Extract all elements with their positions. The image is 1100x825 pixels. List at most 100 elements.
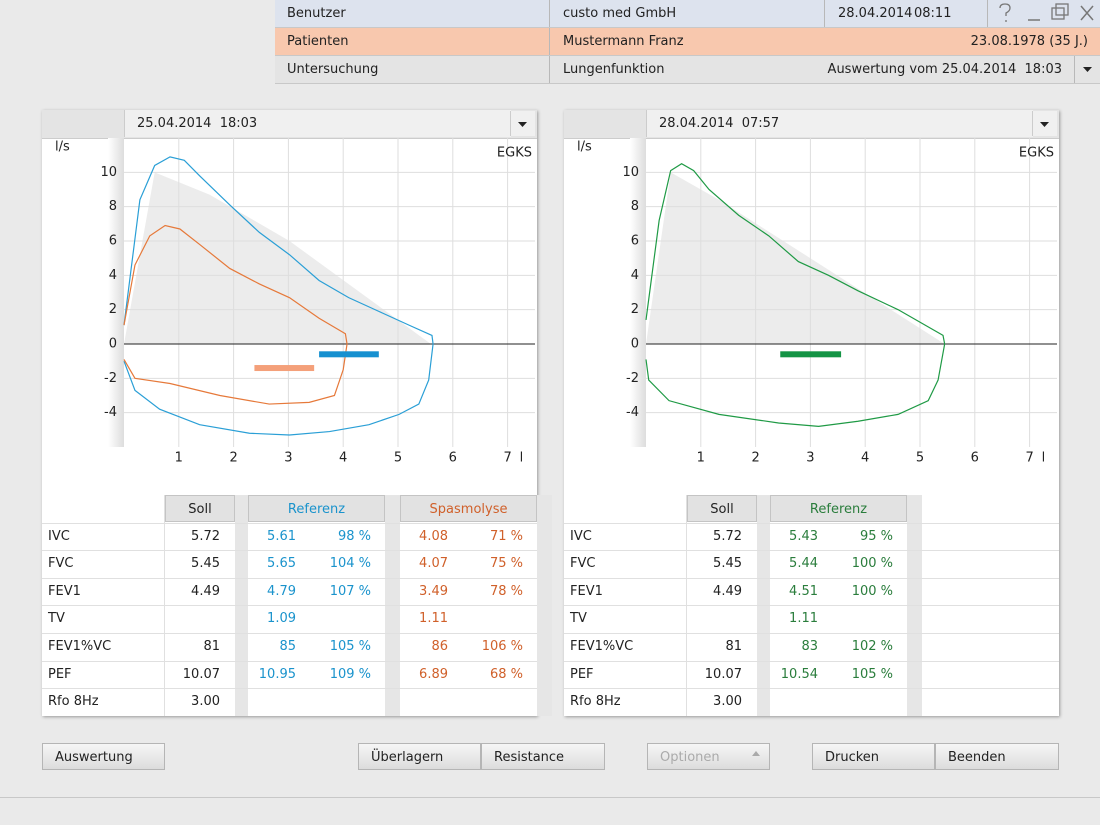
button[interactable]: Überlagern bbox=[358, 743, 481, 770]
x-tick-label: 2 bbox=[229, 451, 237, 466]
x-tick-label: 1 bbox=[697, 451, 705, 466]
row-label: PEF bbox=[570, 666, 594, 682]
table-cell: 105 % bbox=[329, 639, 371, 654]
button[interactable]: Drucken bbox=[812, 743, 935, 770]
row-line bbox=[564, 633, 1059, 634]
y-tick-label: 6 bbox=[109, 234, 117, 249]
row-label: TV bbox=[570, 611, 587, 627]
table-cell: 100 % bbox=[851, 556, 893, 572]
dropdown[interactable] bbox=[510, 111, 535, 136]
predicted-area bbox=[646, 172, 945, 344]
range-marker bbox=[254, 365, 315, 372]
user-value: custo med GmbH bbox=[563, 6, 677, 21]
table-cell: 68 % bbox=[489, 666, 523, 682]
table-cell: 95 % bbox=[859, 528, 893, 544]
table-cell: 81 bbox=[203, 639, 220, 654]
y-tick-label: 2 bbox=[631, 302, 639, 317]
y-tick-label: 4 bbox=[109, 268, 117, 283]
panel-date: 28.04.2014 07:57 bbox=[659, 116, 780, 131]
y-tick-label: -4 bbox=[626, 405, 639, 420]
label-column-line bbox=[164, 495, 165, 716]
table-cell: 1.11 bbox=[419, 611, 448, 627]
row-label: Untersuchung bbox=[287, 62, 379, 77]
row-line bbox=[564, 522, 1059, 524]
birth-date: 23.08.1978 (35 J.) bbox=[970, 34, 1088, 49]
patient-row: Patienten Mustermann Franz 23.08.1978 (3… bbox=[275, 28, 1100, 56]
x-tick-label: 5 bbox=[916, 451, 924, 466]
table-cell: 75 % bbox=[489, 556, 523, 572]
date: 28.04.2014 bbox=[838, 6, 913, 21]
table-cell: 107 % bbox=[329, 583, 371, 599]
y-tick-label: 8 bbox=[109, 199, 117, 214]
y-tick-label: -2 bbox=[626, 371, 639, 386]
column-header: Spasmolyse bbox=[400, 495, 537, 522]
x-tick-label: 7 bbox=[503, 451, 511, 466]
button[interactable]: Optionen bbox=[647, 743, 770, 770]
axis-band bbox=[630, 138, 646, 447]
flow-volume-curve bbox=[123, 156, 434, 436]
y-tick-label: 10 bbox=[100, 165, 117, 180]
range-marker bbox=[780, 351, 842, 358]
row-line bbox=[42, 577, 537, 579]
row-label: PEF bbox=[48, 666, 72, 682]
table-cell: 10.95 bbox=[258, 666, 296, 682]
x-tick-label: 5 bbox=[394, 451, 402, 466]
dropdown[interactable] bbox=[1075, 56, 1100, 83]
x-tick-label: 2 bbox=[751, 451, 759, 466]
exam-row: Untersuchung Lungenfunktion Auswertung v… bbox=[275, 56, 1100, 84]
chart: 1 2 3 4 5 6 7 -4 -2 0 2 4 6 8 10 l l/s EGKS bbox=[577, 138, 1057, 466]
table-cell: 5.43 bbox=[789, 528, 818, 544]
row-line bbox=[564, 688, 1059, 690]
corner-label: EGKS bbox=[1019, 146, 1054, 161]
dropdown[interactable] bbox=[1032, 111, 1057, 136]
button[interactable]: Auswertung bbox=[42, 743, 165, 770]
x-tick-label: 3 bbox=[284, 451, 292, 466]
x-axis-label: l bbox=[1042, 451, 1046, 466]
row-line bbox=[42, 605, 537, 607]
row-label: FEV1%VC bbox=[570, 639, 634, 654]
exam-type: Lungenfunktion bbox=[563, 62, 665, 77]
table-cell: 4.79 bbox=[267, 583, 296, 599]
y-tick-label: 0 bbox=[631, 337, 639, 352]
table-cell: 109 % bbox=[329, 666, 371, 682]
row-label: FEV1 bbox=[48, 583, 81, 599]
table-cell: 78 % bbox=[489, 583, 523, 599]
y-tick-label: -2 bbox=[104, 371, 117, 386]
label-column-line bbox=[686, 495, 687, 716]
button[interactable]: Resistance bbox=[481, 743, 605, 770]
table-cell: 5.61 bbox=[267, 528, 296, 544]
x-tick-label: 4 bbox=[861, 451, 869, 466]
column-header: Soll bbox=[687, 495, 757, 522]
date-field bbox=[646, 110, 1033, 137]
table-cell: 4.08 bbox=[419, 528, 448, 544]
table-cell: 10.07 bbox=[182, 666, 220, 682]
table-cell: 105 % bbox=[851, 666, 893, 682]
axis-band bbox=[108, 138, 124, 447]
date-bar: 28.04.2014 07:57 bbox=[564, 110, 1059, 139]
x-tick-label: 6 bbox=[971, 451, 979, 466]
table-cell: 3.49 bbox=[419, 583, 448, 599]
flow-volume-curve bbox=[645, 163, 946, 428]
table-cell: 10.07 bbox=[704, 666, 742, 682]
row-label: Rfo 8Hz bbox=[48, 694, 99, 710]
column-header: Referenz bbox=[248, 495, 385, 522]
range-marker bbox=[319, 351, 379, 358]
y-tick-label: 8 bbox=[631, 199, 639, 214]
button[interactable]: Beenden bbox=[935, 743, 1059, 770]
x-tick-label: 6 bbox=[449, 451, 457, 466]
row-line bbox=[564, 550, 1059, 552]
table-cell: 5.45 bbox=[191, 556, 220, 572]
table-cell: 4.51 bbox=[789, 583, 818, 599]
y-tick-label: 10 bbox=[622, 165, 639, 180]
row-label: FVC bbox=[48, 556, 74, 572]
evaluation: Auswertung vom 25.04.2014 18:03 bbox=[827, 62, 1062, 77]
window-controls[interactable] bbox=[988, 0, 1100, 27]
table-cell: 4.49 bbox=[713, 583, 742, 599]
row-label: Patienten bbox=[287, 34, 349, 49]
row-label: IVC bbox=[48, 528, 70, 544]
table-cell: 81 bbox=[725, 639, 742, 654]
column-gap bbox=[537, 495, 552, 716]
row-label: TV bbox=[48, 611, 65, 627]
row-label: FEV1%VC bbox=[48, 639, 112, 654]
